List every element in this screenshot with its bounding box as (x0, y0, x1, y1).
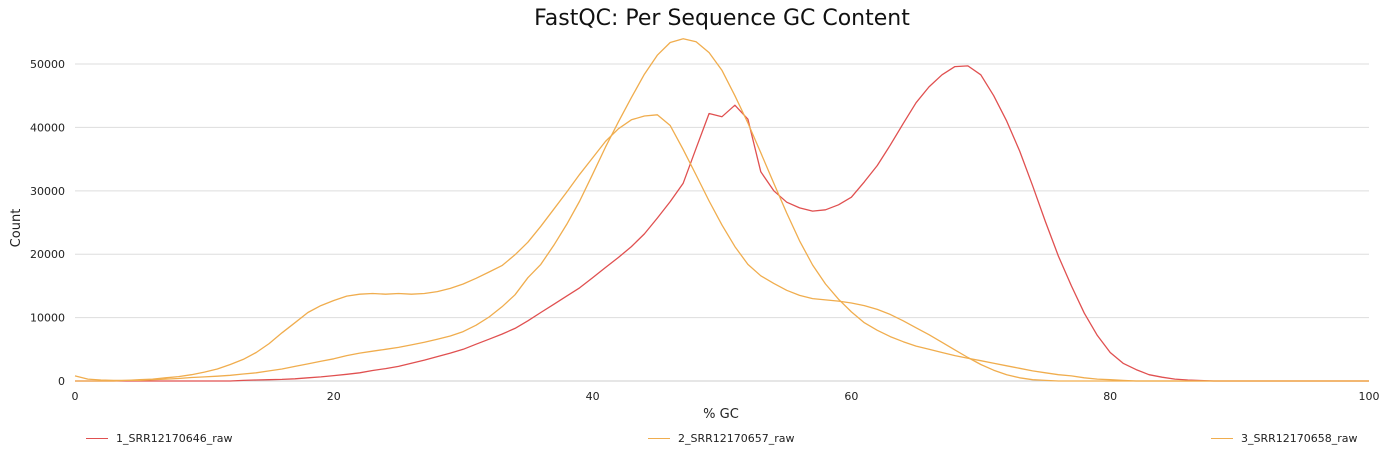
legend-swatch-3 (1211, 438, 1233, 439)
x-tick-label: 40 (586, 390, 600, 403)
y-tick-label: 30000 (30, 185, 65, 198)
series-line-2 (74, 38, 1369, 382)
legend-label-3: 3_SRR12170658_raw (1241, 432, 1358, 445)
y-tick-label: 20000 (30, 248, 65, 261)
x-tick-label: 20 (327, 390, 341, 403)
legend-swatch-2 (648, 438, 670, 439)
y-tick-label: 50000 (30, 58, 65, 71)
series-line-1 (75, 65, 1369, 382)
legend-label-2: 2_SRR12170657_raw (678, 432, 795, 445)
legend-item-2[interactable]: 2_SRR12170657_raw (648, 432, 795, 445)
chart-title: FastQC: Per Sequence GC Content (534, 6, 910, 31)
y-tick-label: 10000 (30, 312, 65, 325)
series-line-3 (75, 114, 1369, 382)
y-tick-label: 0 (58, 375, 65, 388)
x-tick-label: 80 (1103, 390, 1117, 403)
legend-label-1: 1_SRR12170646_raw (116, 432, 233, 445)
axes: 0 10000 20000 30000 40000 50000 0 20 40 60 80 100 (30, 58, 1380, 403)
legend-item-1[interactable]: 1_SRR12170646_raw (86, 432, 233, 445)
series-lines (74, 38, 1369, 382)
x-tick-label: 0 (72, 390, 79, 403)
x-axis-label: % GC (703, 407, 739, 422)
y-axis-label: Count (9, 209, 24, 248)
legend-item-3[interactable]: 3_SRR12170658_raw (1211, 432, 1358, 445)
x-tick-label: 60 (844, 390, 858, 403)
y-tick-label: 40000 (30, 121, 65, 134)
x-tick-label: 100 (1359, 390, 1380, 403)
grid-lines (75, 63, 1369, 319)
legend-swatch-1 (86, 438, 108, 439)
